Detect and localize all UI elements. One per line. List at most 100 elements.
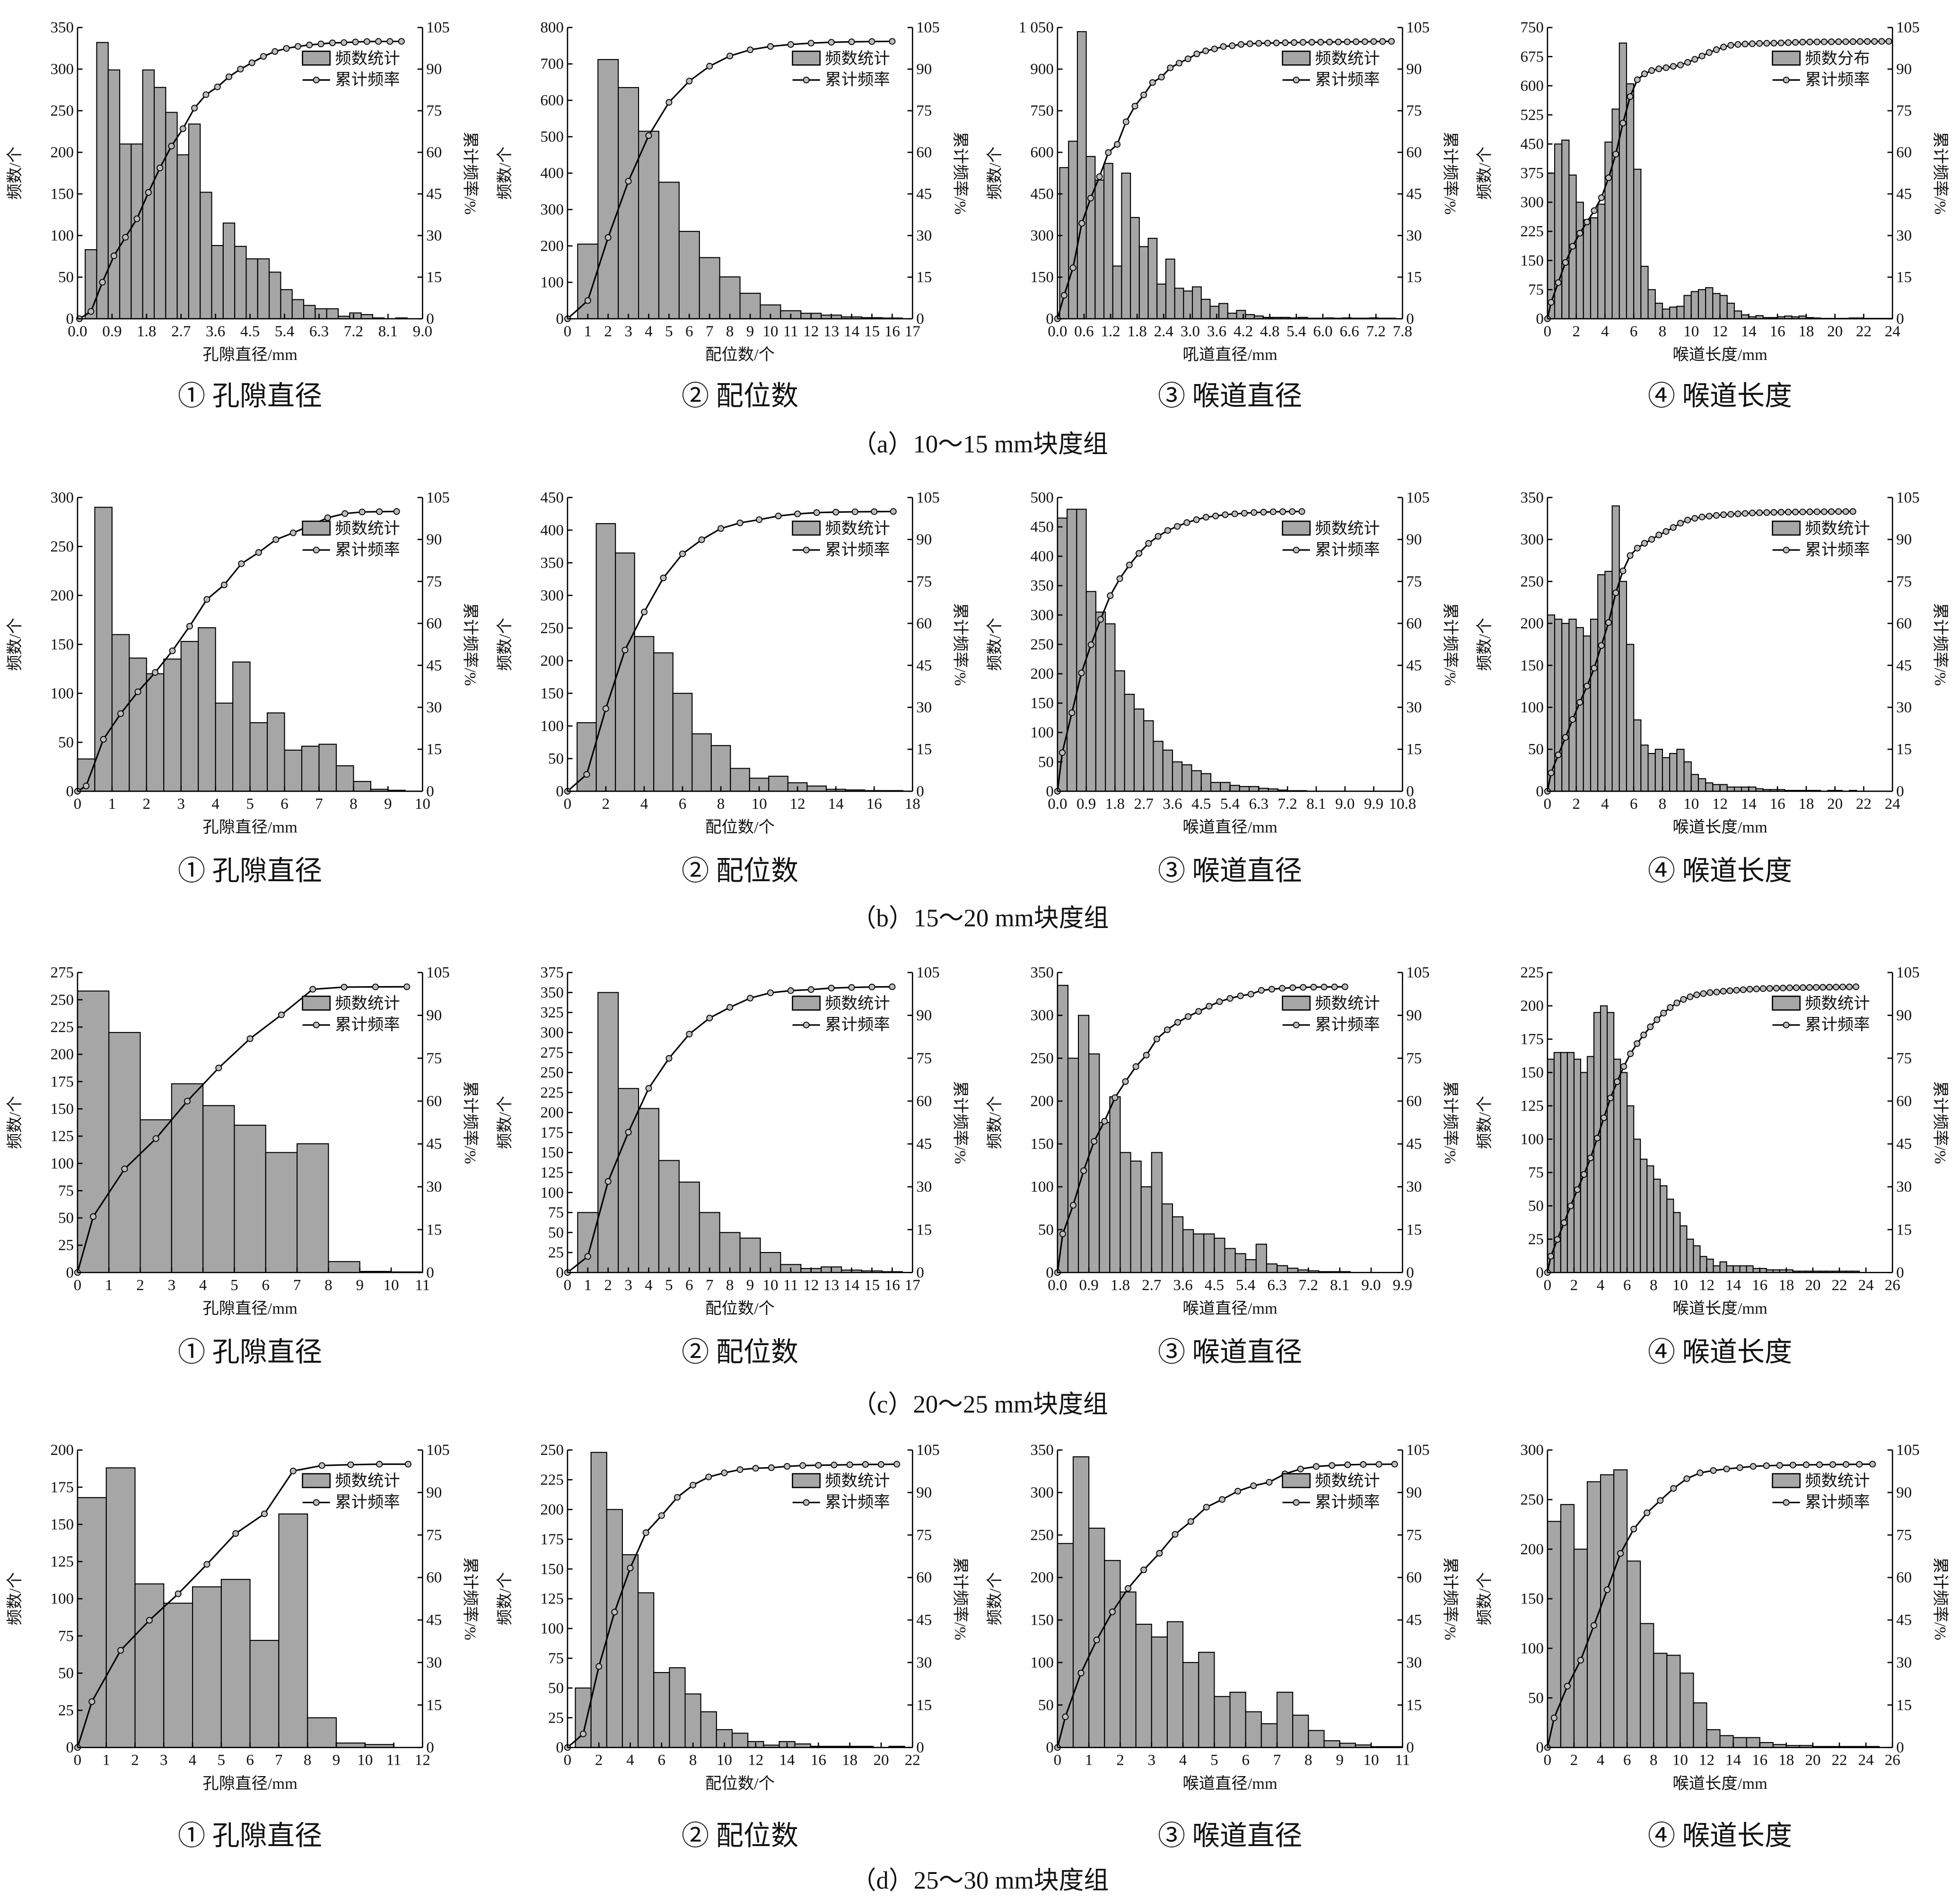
y2-tick-label: 75	[916, 1527, 932, 1544]
cumulative-point	[1216, 998, 1223, 1005]
y2-tick-label: 60	[426, 1569, 442, 1586]
cumulative-point	[1156, 1550, 1163, 1557]
y-tick-label: 75	[548, 1650, 564, 1667]
cumulative-point	[767, 43, 774, 50]
cumulative-point	[359, 508, 366, 516]
legend-label-cumulative: 累计频率	[335, 1016, 400, 1034]
y-tick-label: 100	[1520, 1131, 1544, 1148]
bar	[1613, 1469, 1628, 1748]
cumulative-point	[1826, 984, 1833, 991]
bar	[1153, 741, 1164, 792]
cumulative-point	[1218, 1496, 1225, 1503]
x-tick-label: 20	[1805, 1752, 1820, 1769]
x-tick-label: 2	[1572, 796, 1580, 813]
x-tick-label: 4.5	[240, 323, 260, 340]
cumulative-point	[1736, 1464, 1743, 1471]
y-tick-label: 150	[1030, 695, 1054, 712]
y-tick-label: 150	[50, 186, 74, 203]
x-tick-label: 11	[386, 1752, 402, 1769]
x-tick-label: 6.3	[1267, 1277, 1286, 1294]
chart-panel: 0 2 4 6 8 10 12 14 16 18 20 22 240751502253003754505…	[1476, 19, 1949, 412]
chart-panel: 0 2 4 6 8 10 12 14 16 18 20 22025507510012515017520…	[496, 1442, 969, 1851]
legend-label-frequency: 频数统计	[335, 50, 400, 68]
y-tick-label: 50	[58, 1210, 74, 1227]
x-tick-label: 2	[1116, 1752, 1124, 1769]
cumulative-point	[289, 529, 297, 536]
legend-swatch-bar	[792, 51, 821, 66]
y2-axis-label: 累计频率/%	[951, 603, 969, 686]
y-tick-label: 25	[548, 1709, 564, 1726]
bar	[1085, 591, 1096, 792]
bar	[1260, 1723, 1278, 1748]
cumulative-point	[1193, 516, 1200, 523]
x-axis-label: 喉道长度/mm	[1672, 1775, 1768, 1793]
bar	[96, 42, 109, 319]
cumulative-point	[157, 165, 164, 172]
y2-tick-label: 90	[1896, 61, 1912, 78]
y2-axis-label: 累计频率/%	[951, 1557, 969, 1640]
y-tick-label: 300	[1030, 228, 1054, 245]
y-tick-label: 250	[50, 538, 74, 555]
cumulative-point	[665, 1055, 673, 1062]
cumulative-point	[1620, 1063, 1628, 1070]
x-tick-label: 4	[1597, 1752, 1605, 1769]
legend-label-cumulative: 累计频率	[825, 1016, 890, 1034]
bar	[1640, 266, 1649, 319]
bar	[1726, 1265, 1734, 1273]
y-tick-label: 325	[540, 1004, 564, 1021]
cumulative-point	[1750, 1463, 1757, 1470]
x-tick-label: 13	[823, 323, 839, 340]
y-tick-label: 100	[50, 1591, 74, 1608]
x-tick-label: 9	[1336, 1752, 1344, 1769]
cumulative-point	[1184, 55, 1191, 62]
bar	[739, 1237, 761, 1273]
x-tick-label: 16	[1770, 323, 1785, 340]
y-tick-label: 250	[540, 620, 564, 637]
cumulative-point	[1723, 1465, 1730, 1472]
bar	[1220, 782, 1231, 792]
chart-panel: 0 1 2 3 4 5 6 7 8 9 10 1102550751001251501752002252…	[6, 964, 479, 1367]
y2-tick-label: 105	[1406, 19, 1430, 36]
legend-swatch-bar	[1772, 995, 1801, 1011]
y-tick-label: 125	[50, 1128, 74, 1145]
bar	[1234, 1253, 1246, 1273]
cumulative-point	[1684, 517, 1691, 524]
y2-tick-label: 60	[1406, 1093, 1422, 1110]
y2-axis-label: 累计频率/%	[951, 1081, 969, 1164]
y2-axis-label: 累计频率/%	[1931, 1557, 1949, 1640]
y-tick-label: 675	[1520, 48, 1544, 65]
x-axis-label: 孔隙直径/mm	[202, 1775, 298, 1793]
cumulative-point	[1574, 1186, 1581, 1193]
x-tick-label: 8	[350, 796, 358, 813]
cumulative-point	[1601, 1114, 1608, 1121]
bar	[1626, 83, 1635, 319]
cumulative-point	[1766, 985, 1773, 992]
y2-tick-label: 45	[1406, 1136, 1422, 1153]
cumulative-point	[403, 983, 411, 990]
y-tick-label: 150	[50, 1101, 74, 1118]
y-tick-label: 750	[1520, 19, 1544, 36]
x-tick-label: 22	[905, 1752, 920, 1769]
y2-tick-label: 30	[1896, 228, 1912, 245]
cumulative-point	[583, 771, 590, 778]
bar	[1611, 505, 1620, 792]
bar	[691, 733, 712, 792]
y2-tick-label: 60	[1406, 144, 1422, 161]
x-tick-label: 12	[1699, 1752, 1715, 1769]
bar	[1666, 1199, 1674, 1273]
bar	[1719, 1261, 1727, 1273]
y-tick-label: 25	[548, 1244, 564, 1261]
x-tick-label: 7.2	[1278, 796, 1297, 813]
cumulative-point	[1576, 229, 1584, 236]
y2-tick-label: 30	[916, 699, 932, 716]
cumulative-point	[1604, 1586, 1611, 1594]
cumulative-point	[1258, 987, 1265, 994]
y-tick-label: 100	[1520, 699, 1544, 716]
bar	[678, 1182, 700, 1273]
y2-tick-label: 90	[1406, 1007, 1422, 1024]
bar	[1276, 1691, 1294, 1748]
y2-tick-label: 0	[1896, 1739, 1904, 1756]
cumulative-point	[1634, 1040, 1641, 1047]
y2-tick-label: 0	[916, 1264, 924, 1281]
legend-swatch-marker	[1783, 1022, 1790, 1029]
